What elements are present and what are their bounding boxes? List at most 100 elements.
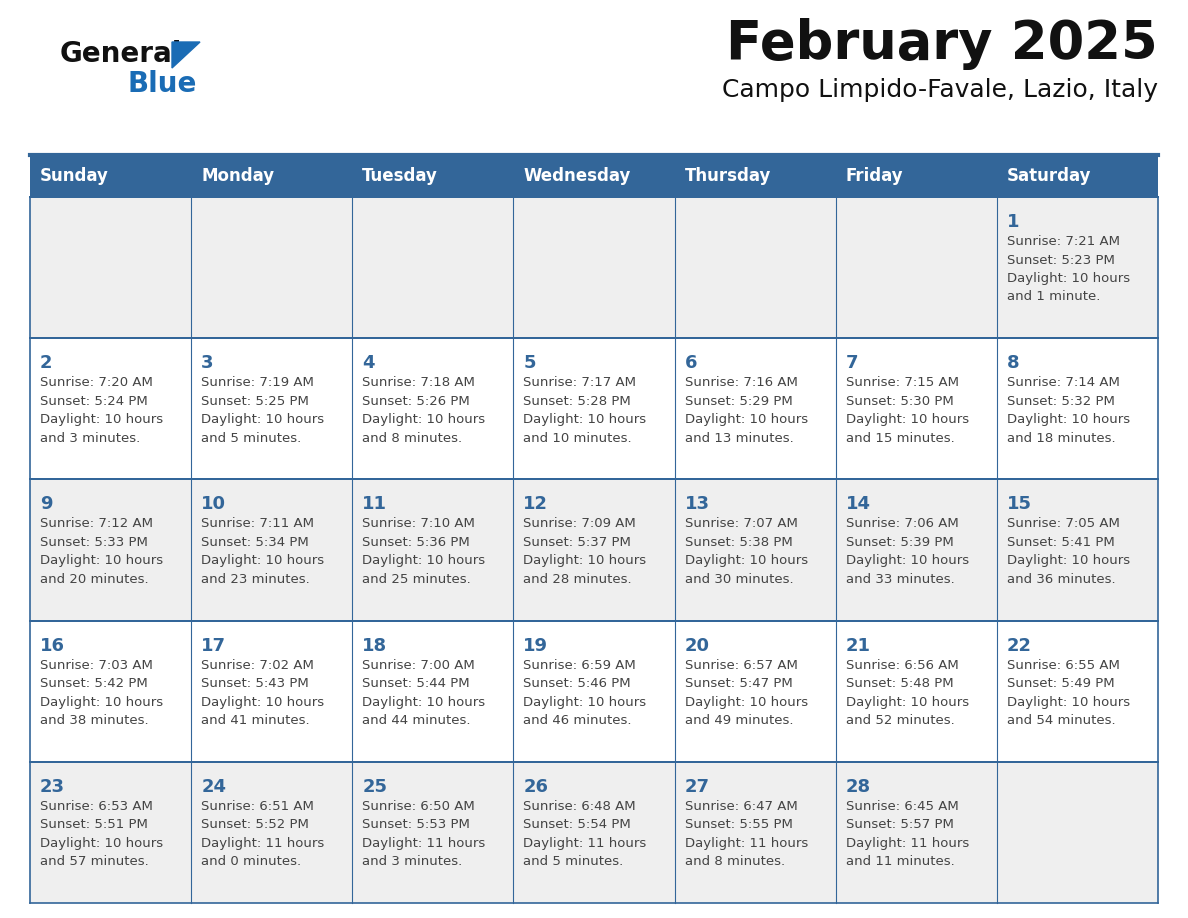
Text: 25: 25 xyxy=(362,778,387,796)
Text: 28: 28 xyxy=(846,778,871,796)
Bar xyxy=(675,197,835,338)
Bar xyxy=(675,621,835,762)
Text: Blue: Blue xyxy=(128,70,197,98)
Bar xyxy=(997,338,1158,479)
Bar xyxy=(191,621,353,762)
Text: 16: 16 xyxy=(40,636,65,655)
Text: February 2025: February 2025 xyxy=(726,18,1158,70)
Text: Sunrise: 7:18 AM
Sunset: 5:26 PM
Daylight: 10 hours
and 8 minutes.: Sunrise: 7:18 AM Sunset: 5:26 PM Dayligh… xyxy=(362,376,486,444)
Bar xyxy=(30,338,191,479)
Bar xyxy=(675,762,835,903)
Text: 18: 18 xyxy=(362,636,387,655)
Text: Sunrise: 7:07 AM
Sunset: 5:38 PM
Daylight: 10 hours
and 30 minutes.: Sunrise: 7:07 AM Sunset: 5:38 PM Dayligh… xyxy=(684,518,808,586)
Bar xyxy=(30,155,191,197)
Bar xyxy=(513,197,675,338)
Bar xyxy=(835,621,997,762)
Bar xyxy=(513,762,675,903)
Text: Sunrise: 7:11 AM
Sunset: 5:34 PM
Daylight: 10 hours
and 23 minutes.: Sunrise: 7:11 AM Sunset: 5:34 PM Dayligh… xyxy=(201,518,324,586)
Bar xyxy=(675,338,835,479)
Bar xyxy=(191,479,353,621)
Text: Sunrise: 6:50 AM
Sunset: 5:53 PM
Daylight: 11 hours
and 3 minutes.: Sunrise: 6:50 AM Sunset: 5:53 PM Dayligh… xyxy=(362,800,486,868)
Bar xyxy=(835,197,997,338)
Text: Campo Limpido-Favale, Lazio, Italy: Campo Limpido-Favale, Lazio, Italy xyxy=(722,78,1158,102)
Bar xyxy=(997,762,1158,903)
Text: Sunrise: 7:09 AM
Sunset: 5:37 PM
Daylight: 10 hours
and 28 minutes.: Sunrise: 7:09 AM Sunset: 5:37 PM Dayligh… xyxy=(524,518,646,586)
Bar xyxy=(513,155,675,197)
Text: Sunrise: 7:10 AM
Sunset: 5:36 PM
Daylight: 10 hours
and 25 minutes.: Sunrise: 7:10 AM Sunset: 5:36 PM Dayligh… xyxy=(362,518,486,586)
Text: Sunrise: 7:16 AM
Sunset: 5:29 PM
Daylight: 10 hours
and 13 minutes.: Sunrise: 7:16 AM Sunset: 5:29 PM Dayligh… xyxy=(684,376,808,444)
Text: Sunrise: 6:47 AM
Sunset: 5:55 PM
Daylight: 11 hours
and 8 minutes.: Sunrise: 6:47 AM Sunset: 5:55 PM Dayligh… xyxy=(684,800,808,868)
Text: 20: 20 xyxy=(684,636,709,655)
Text: Sunrise: 7:17 AM
Sunset: 5:28 PM
Daylight: 10 hours
and 10 minutes.: Sunrise: 7:17 AM Sunset: 5:28 PM Dayligh… xyxy=(524,376,646,444)
Bar xyxy=(353,197,513,338)
Bar xyxy=(997,155,1158,197)
Text: Sunrise: 7:06 AM
Sunset: 5:39 PM
Daylight: 10 hours
and 33 minutes.: Sunrise: 7:06 AM Sunset: 5:39 PM Dayligh… xyxy=(846,518,969,586)
Text: 17: 17 xyxy=(201,636,226,655)
Bar xyxy=(835,338,997,479)
Bar xyxy=(353,762,513,903)
Text: 5: 5 xyxy=(524,354,536,372)
Text: 10: 10 xyxy=(201,496,226,513)
Text: Monday: Monday xyxy=(201,167,274,185)
Text: 2: 2 xyxy=(40,354,52,372)
Text: 22: 22 xyxy=(1007,636,1032,655)
Bar xyxy=(353,479,513,621)
Bar xyxy=(30,762,191,903)
Bar xyxy=(191,155,353,197)
Text: 11: 11 xyxy=(362,496,387,513)
Text: 21: 21 xyxy=(846,636,871,655)
Bar xyxy=(997,479,1158,621)
Text: Sunrise: 7:14 AM
Sunset: 5:32 PM
Daylight: 10 hours
and 18 minutes.: Sunrise: 7:14 AM Sunset: 5:32 PM Dayligh… xyxy=(1007,376,1130,444)
Bar xyxy=(513,621,675,762)
Text: Sunrise: 7:19 AM
Sunset: 5:25 PM
Daylight: 10 hours
and 5 minutes.: Sunrise: 7:19 AM Sunset: 5:25 PM Dayligh… xyxy=(201,376,324,444)
Text: 7: 7 xyxy=(846,354,858,372)
Text: 15: 15 xyxy=(1007,496,1032,513)
Text: 8: 8 xyxy=(1007,354,1019,372)
Polygon shape xyxy=(172,42,200,68)
Bar xyxy=(675,479,835,621)
Bar xyxy=(191,197,353,338)
Text: 19: 19 xyxy=(524,636,549,655)
Text: 27: 27 xyxy=(684,778,709,796)
Text: Sunrise: 7:20 AM
Sunset: 5:24 PM
Daylight: 10 hours
and 3 minutes.: Sunrise: 7:20 AM Sunset: 5:24 PM Dayligh… xyxy=(40,376,163,444)
Bar xyxy=(835,762,997,903)
Text: Sunrise: 6:56 AM
Sunset: 5:48 PM
Daylight: 10 hours
and 52 minutes.: Sunrise: 6:56 AM Sunset: 5:48 PM Dayligh… xyxy=(846,658,969,727)
Text: Sunrise: 6:45 AM
Sunset: 5:57 PM
Daylight: 11 hours
and 11 minutes.: Sunrise: 6:45 AM Sunset: 5:57 PM Dayligh… xyxy=(846,800,969,868)
Text: 1: 1 xyxy=(1007,213,1019,231)
Text: Sunday: Sunday xyxy=(40,167,109,185)
Text: Sunrise: 7:05 AM
Sunset: 5:41 PM
Daylight: 10 hours
and 36 minutes.: Sunrise: 7:05 AM Sunset: 5:41 PM Dayligh… xyxy=(1007,518,1130,586)
Bar xyxy=(513,479,675,621)
Bar xyxy=(353,621,513,762)
Text: 4: 4 xyxy=(362,354,374,372)
Text: Thursday: Thursday xyxy=(684,167,771,185)
Text: Sunrise: 6:51 AM
Sunset: 5:52 PM
Daylight: 11 hours
and 0 minutes.: Sunrise: 6:51 AM Sunset: 5:52 PM Dayligh… xyxy=(201,800,324,868)
Bar xyxy=(513,338,675,479)
Bar xyxy=(997,197,1158,338)
Text: 13: 13 xyxy=(684,496,709,513)
Text: Sunrise: 7:00 AM
Sunset: 5:44 PM
Daylight: 10 hours
and 44 minutes.: Sunrise: 7:00 AM Sunset: 5:44 PM Dayligh… xyxy=(362,658,486,727)
Bar xyxy=(30,479,191,621)
Bar xyxy=(835,479,997,621)
Text: 12: 12 xyxy=(524,496,549,513)
Text: 23: 23 xyxy=(40,778,65,796)
Text: 3: 3 xyxy=(201,354,214,372)
Text: 14: 14 xyxy=(846,496,871,513)
Bar xyxy=(835,155,997,197)
Text: Friday: Friday xyxy=(846,167,903,185)
Text: 6: 6 xyxy=(684,354,697,372)
Bar xyxy=(30,197,191,338)
Text: 24: 24 xyxy=(201,778,226,796)
Bar xyxy=(997,621,1158,762)
Bar xyxy=(191,762,353,903)
Text: Wednesday: Wednesday xyxy=(524,167,631,185)
Text: Tuesday: Tuesday xyxy=(362,167,438,185)
Bar xyxy=(353,155,513,197)
Text: Sunrise: 7:15 AM
Sunset: 5:30 PM
Daylight: 10 hours
and 15 minutes.: Sunrise: 7:15 AM Sunset: 5:30 PM Dayligh… xyxy=(846,376,969,444)
Text: 26: 26 xyxy=(524,778,549,796)
Text: Saturday: Saturday xyxy=(1007,167,1092,185)
Text: Sunrise: 7:12 AM
Sunset: 5:33 PM
Daylight: 10 hours
and 20 minutes.: Sunrise: 7:12 AM Sunset: 5:33 PM Dayligh… xyxy=(40,518,163,586)
Text: Sunrise: 6:53 AM
Sunset: 5:51 PM
Daylight: 10 hours
and 57 minutes.: Sunrise: 6:53 AM Sunset: 5:51 PM Dayligh… xyxy=(40,800,163,868)
Bar xyxy=(675,155,835,197)
Text: General: General xyxy=(61,40,183,68)
Bar xyxy=(191,338,353,479)
